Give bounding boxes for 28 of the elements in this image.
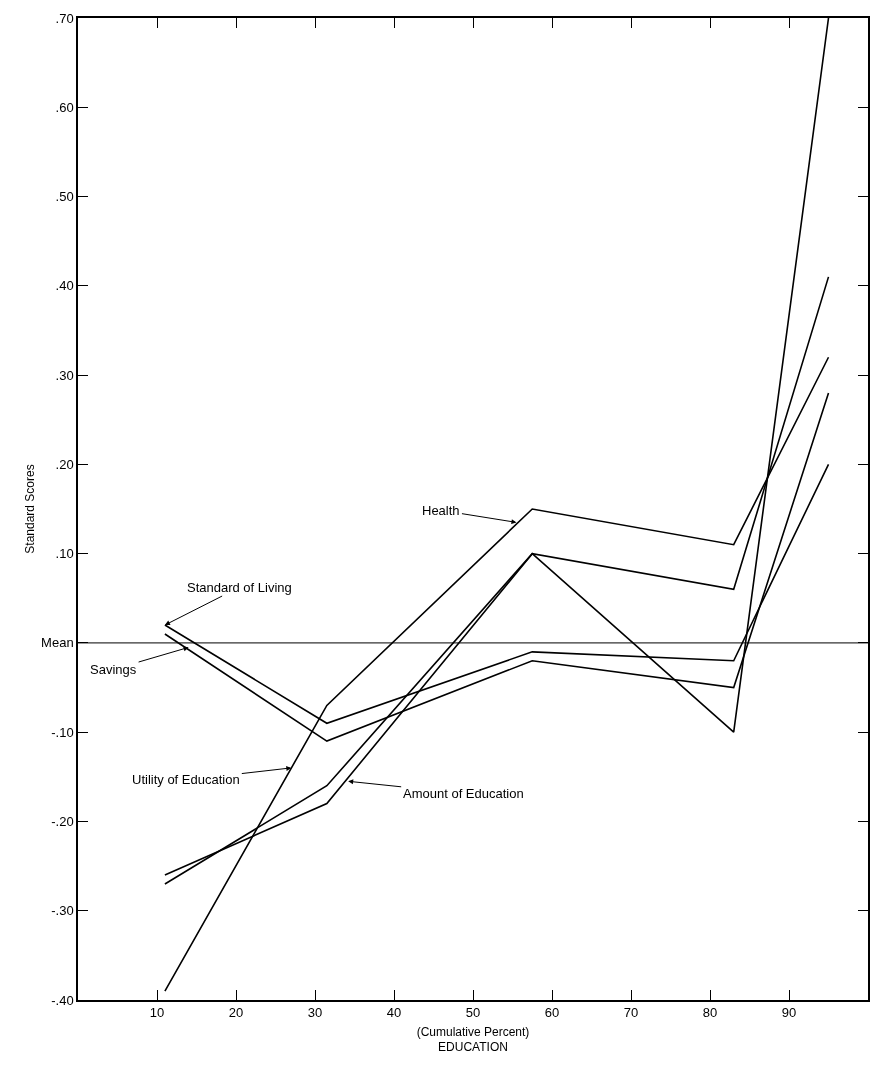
x-tick-label: 30 [307,1005,323,1021]
y-tick-label: .70 [55,10,74,26]
y-tick-label: -.10 [51,724,74,740]
annotation: Savings [90,662,137,677]
y-tick-label: .50 [55,189,74,205]
y-tick-label: .30 [55,367,74,383]
y-tick-label: .40 [55,278,74,294]
x-tick-label: 50 [465,1005,481,1021]
annotation: Health [422,503,460,518]
y-tick-label: -.40 [51,992,74,1008]
x-axis-title: (Cumulative Percent) EDUCATION [416,1024,530,1055]
x-tick-label: 40 [386,1005,402,1021]
annotation: Amount of Education [403,786,524,801]
annotation: Utility of Education [132,772,240,787]
annotation: Standard of Living [187,580,292,595]
x-tick-label: 70 [623,1005,639,1021]
y-tick-label: .10 [55,546,74,562]
y-tick-label: .20 [55,456,74,472]
y-tick-label: .60 [55,99,74,115]
x-tick-label: 60 [544,1005,560,1021]
x-tick-label: 10 [149,1005,165,1021]
y-tick-label: Mean [41,635,74,651]
y-tick-label: -.30 [51,903,74,919]
y-axis-title: Standard Scores [22,464,37,554]
x-tick-label: 80 [702,1005,718,1021]
x-tick-label: 20 [228,1005,244,1021]
y-tick-label: -.20 [51,814,74,829]
x-tick-label: 90 [781,1005,797,1021]
